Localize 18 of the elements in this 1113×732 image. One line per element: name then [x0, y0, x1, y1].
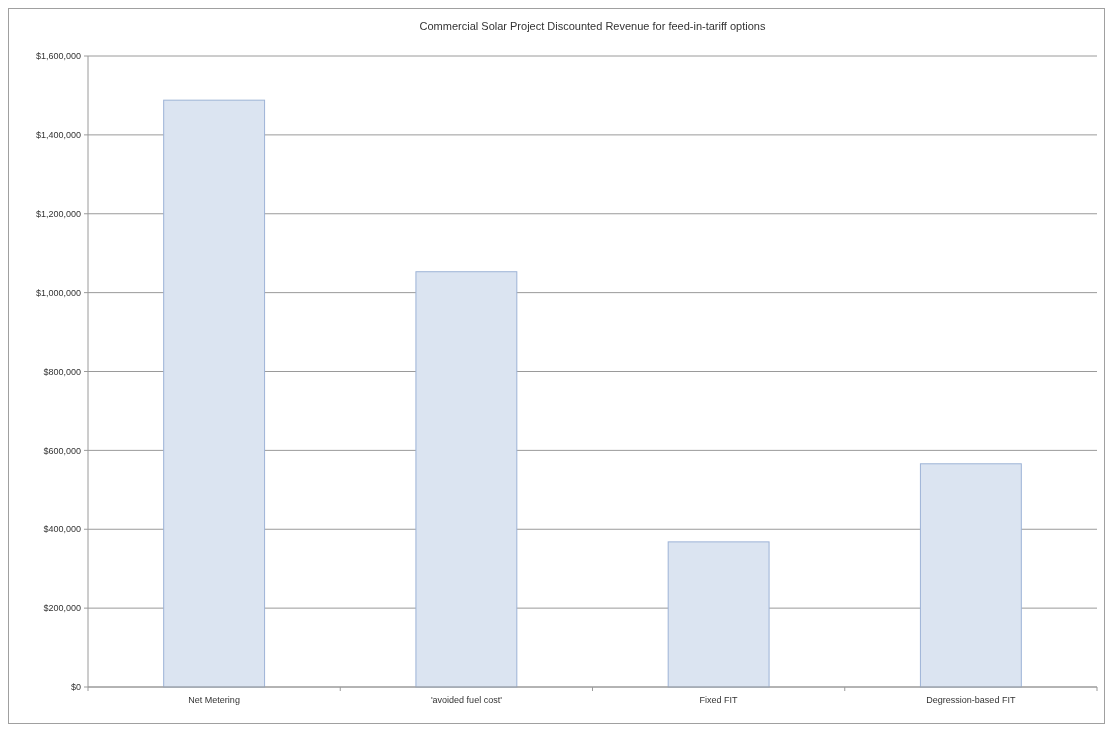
y-tick-label: $200,000	[43, 603, 81, 614]
y-tick-label: $1,600,000	[35, 51, 81, 62]
y-tick-label: $800,000	[43, 366, 81, 377]
x-tick-label: Degression-based FIT	[926, 695, 1016, 705]
y-tick-label: $1,200,000	[35, 208, 81, 219]
bar	[667, 541, 770, 688]
bar	[415, 271, 518, 688]
y-tick-label: $400,000	[43, 524, 81, 535]
y-tick-label: $0	[70, 682, 81, 693]
y-tick-label: $1,400,000	[35, 130, 81, 141]
x-tick-label: 'avoided fuel cost'	[430, 695, 503, 705]
bar	[163, 99, 266, 688]
chart-title: Commercial Solar Project Discounted Revenue for feed-in-tariff options	[419, 20, 766, 32]
y-tick-label: $600,000	[43, 445, 81, 456]
y-tick-label: $1,000,000	[35, 287, 81, 298]
x-tick-label: Net Metering	[188, 695, 240, 705]
bar	[919, 463, 1022, 688]
x-tick-label: Fixed FIT	[699, 695, 739, 705]
